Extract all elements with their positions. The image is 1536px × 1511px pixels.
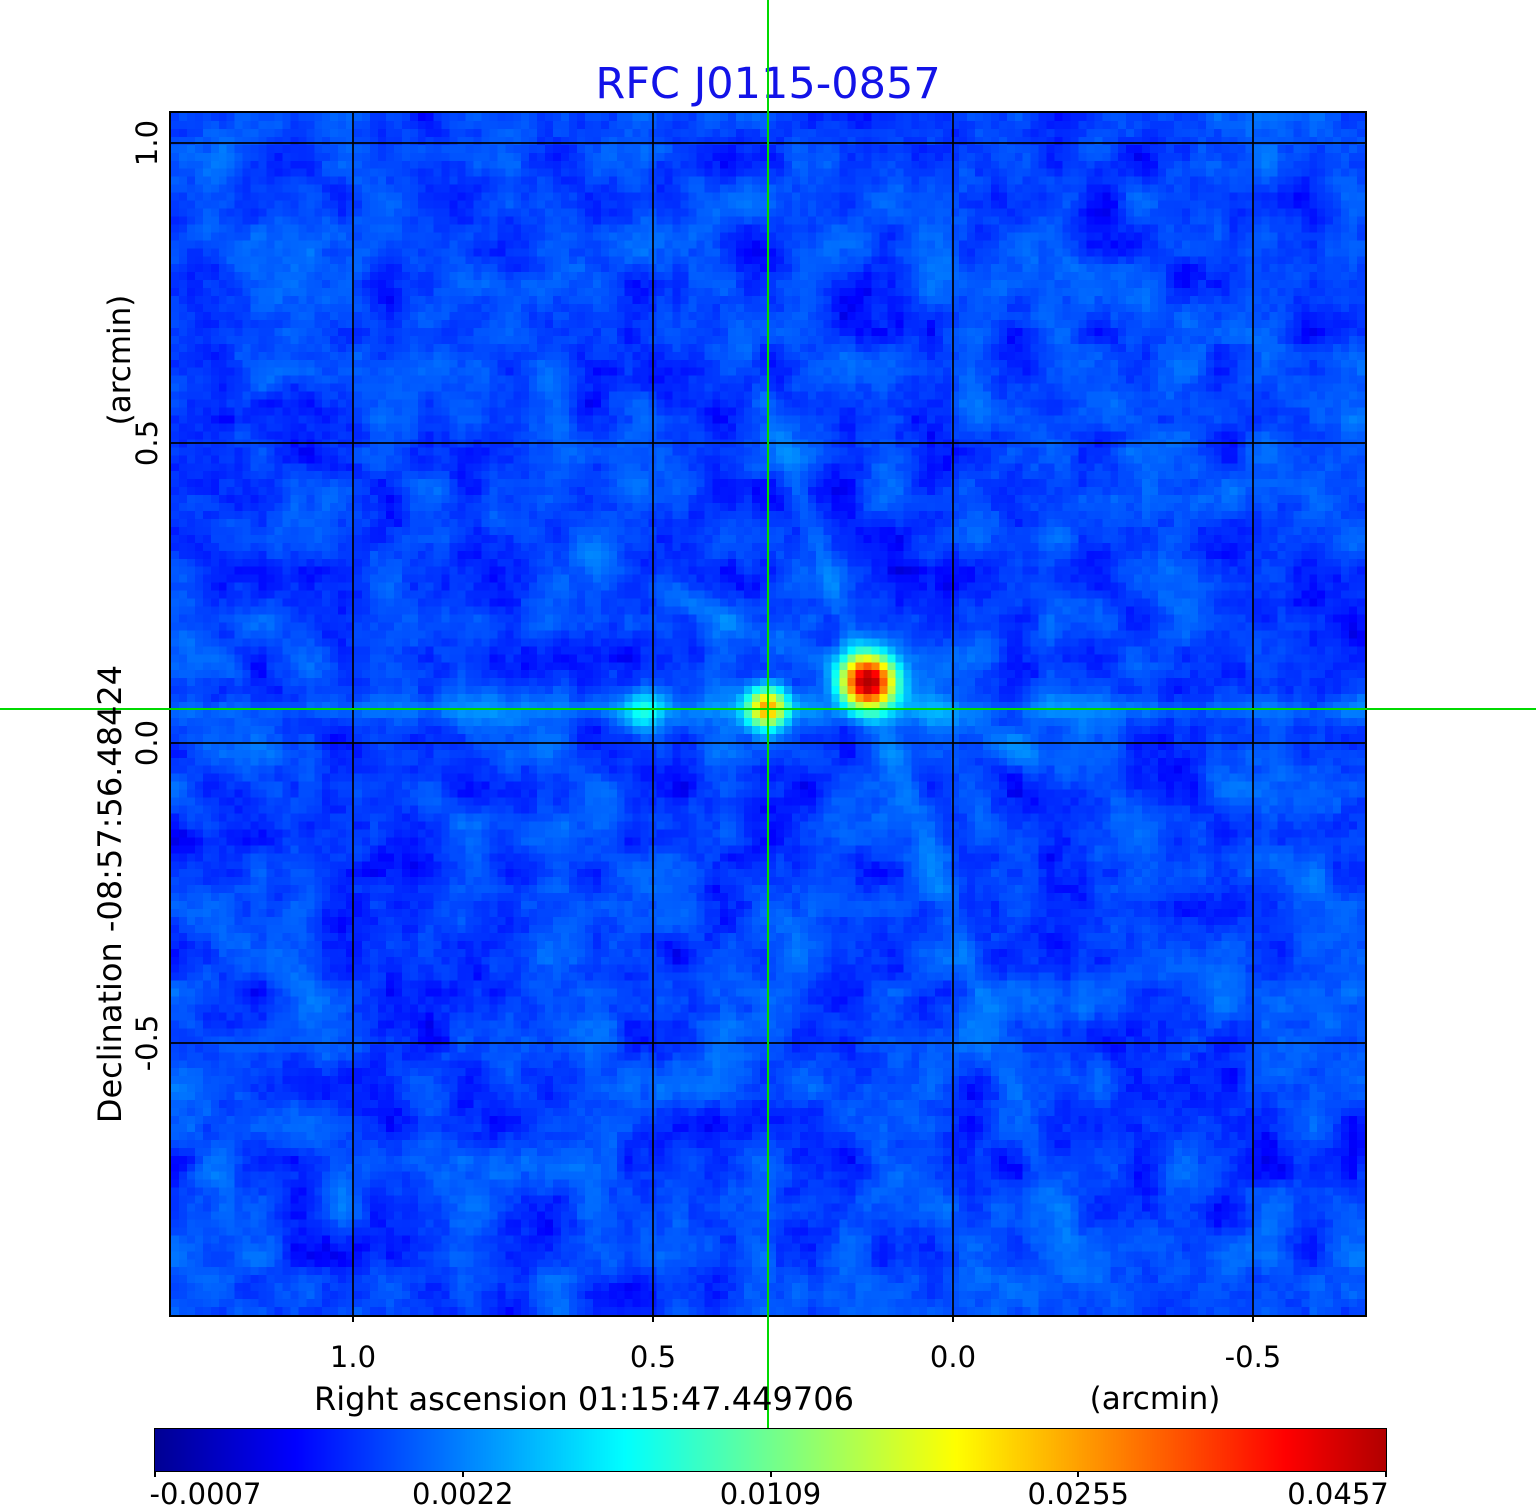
colorbar-gradient [155, 1429, 1386, 1471]
x-axis-unit-label: (arcmin) [1089, 1381, 1221, 1417]
x-tick-label: 0.5 [629, 1340, 677, 1374]
figure-title: RFC J0115-0857 [595, 59, 941, 109]
x-tick-label: 0.0 [929, 1340, 977, 1374]
sky-map-canvas [171, 113, 1365, 1315]
colorbar-tick-mark [461, 1471, 464, 1477]
y-tick-label: 0.5 [130, 419, 164, 467]
x-tick-mark [1251, 1317, 1254, 1322]
colorbar-tick-label: -0.0007 [149, 1477, 262, 1511]
x-tick-mark [951, 1317, 954, 1322]
colorbar-tick-label: 0.0457 [1287, 1477, 1389, 1511]
colorbar-tick-mark [1077, 1471, 1080, 1477]
y-axis-title: Declination -08:57:56.48424 [91, 664, 129, 1124]
x-tick-mark [351, 1317, 354, 1322]
x-axis-title: Right ascension 01:15:47.449706 [314, 1380, 854, 1418]
x-tick-mark [651, 1317, 654, 1322]
y-axis-unit-label: (arcmin) [102, 294, 138, 426]
x-tick-label: -0.5 [1224, 1340, 1282, 1374]
colorbar-tick-label: 0.0255 [1027, 1477, 1129, 1511]
colorbar-tick-mark [154, 1471, 156, 1477]
x-tick-label: 1.0 [329, 1340, 377, 1374]
colorbar-tick-mark [769, 1471, 772, 1477]
colorbar-tick-mark [1385, 1471, 1387, 1477]
y-tick-label: -0.5 [130, 1014, 164, 1072]
y-tick-label: 0.0 [130, 719, 164, 767]
y-tick-label: 1.0 [130, 119, 164, 167]
colorbar-tick-label: 0.0022 [412, 1477, 514, 1511]
colorbar-tick-label: 0.0109 [719, 1477, 822, 1511]
